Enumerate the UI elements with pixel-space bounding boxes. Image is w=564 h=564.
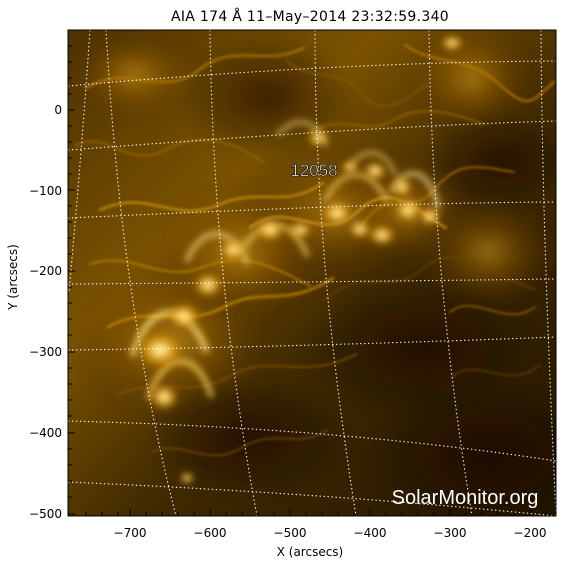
latitude-grid-line: [68, 60, 556, 87]
x-tick-label: −500: [274, 526, 307, 540]
plot-frame: [67, 29, 557, 517]
longitude-grid-line: [68, 30, 91, 293]
y-axis-ticks: [68, 45, 75, 515]
solar-image-area: 12058 SolarMonitor.org: [68, 30, 556, 516]
watermark: SolarMonitor.org: [392, 487, 539, 509]
longitude-grid-line: [209, 30, 258, 516]
x-axis-label: X (arcsecs): [277, 545, 344, 559]
y-tick-label: −500: [29, 507, 62, 521]
x-tick-label: −600: [194, 526, 227, 540]
x-axis-ticks: [85, 509, 547, 516]
y-tick-label: −200: [29, 264, 62, 278]
y-tick-label: −300: [29, 345, 62, 359]
latitude-grid-line: [68, 120, 556, 151]
heliographic-grid: [68, 30, 556, 516]
y-tick-labels: 0 −100 −200 −300 −400 −500: [29, 103, 62, 521]
latitude-grid-line: [68, 278, 556, 285]
image-title: AIA 174 Å 11–May–2014 23:32:59.340: [171, 8, 449, 25]
active-region-brightenings: [133, 34, 465, 485]
latitude-grid-line: [68, 420, 556, 462]
x-tick-label: −700: [114, 526, 147, 540]
longitude-grid-line: [428, 30, 473, 516]
longitude-grid-line: [105, 30, 177, 516]
latitude-grid-line: [68, 201, 556, 219]
x-tick-label: −200: [514, 526, 547, 540]
y-tick-label: −100: [29, 184, 62, 198]
x-tick-label: −300: [434, 526, 467, 540]
coronal-loop-texture: [75, 43, 556, 457]
y-tick-label: 0: [54, 103, 62, 117]
y-axis-label: Y (arcsecs): [6, 244, 20, 311]
dark-region-layer: [143, 36, 556, 516]
longitude-grid-line: [314, 30, 357, 516]
x-tick-label: −400: [354, 526, 387, 540]
active-region-label: 12058: [290, 161, 337, 180]
y-tick-label: −400: [29, 426, 62, 440]
x-tick-labels: −700 −600 −500 −400 −300 −200: [114, 526, 547, 540]
